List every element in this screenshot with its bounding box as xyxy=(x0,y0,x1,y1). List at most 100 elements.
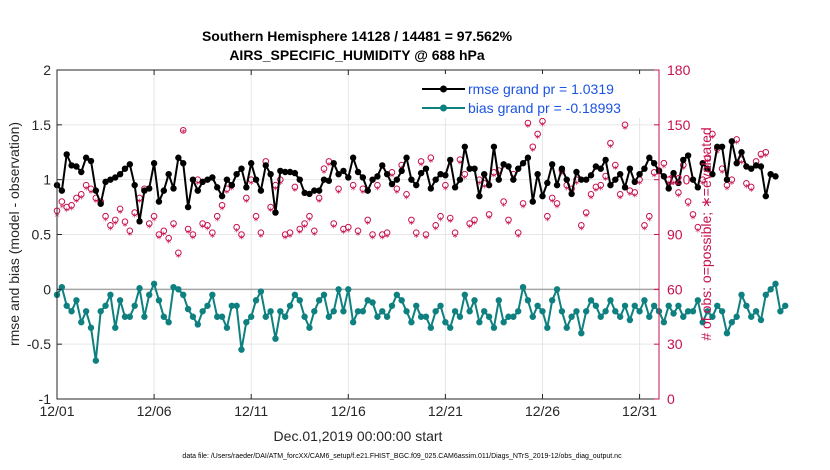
obs-evaluated-point: * xyxy=(195,179,200,190)
obs-evaluated-point: * xyxy=(200,223,205,234)
bias-point xyxy=(116,297,124,304)
bias-point xyxy=(199,308,206,315)
obs-evaluated-point: * xyxy=(690,214,695,225)
bias-point xyxy=(160,313,168,320)
obs-evaluated-point: * xyxy=(84,185,89,196)
obs-evaluated-point: * xyxy=(307,216,312,227)
rmse-point xyxy=(194,187,201,194)
rmse-point xyxy=(524,154,532,161)
rmse-point xyxy=(621,184,629,191)
obs-possible-point xyxy=(446,214,454,222)
obs-evaluated-point: * xyxy=(380,234,385,245)
rmse-point xyxy=(359,174,367,181)
obs-evaluated-point: * xyxy=(210,232,215,243)
rmse-point xyxy=(92,187,100,194)
bias-point xyxy=(762,291,770,299)
obs-possible-point xyxy=(548,194,556,202)
bias-point xyxy=(296,297,303,304)
rmse-point xyxy=(252,176,260,183)
obs-evaluated-point: * xyxy=(584,212,589,223)
bias-point xyxy=(209,291,216,299)
bias-point xyxy=(456,313,464,320)
obs-evaluated-point: * xyxy=(331,223,336,234)
rmse-point xyxy=(602,156,609,164)
rmse-point xyxy=(388,180,396,188)
rmse-point xyxy=(466,165,473,172)
bias-point xyxy=(155,297,163,304)
x-tick-label: 12/11 xyxy=(234,403,268,419)
bias-point xyxy=(616,313,624,320)
rmse-point xyxy=(218,192,226,200)
bias-point xyxy=(165,319,172,326)
obs-possible-point xyxy=(451,229,459,236)
obs-evaluated-point: * xyxy=(676,192,681,203)
obs-evaluated-point: * xyxy=(132,212,137,223)
obs-evaluated-point: * xyxy=(365,220,370,231)
bias-point xyxy=(607,297,614,304)
rmse-point xyxy=(417,169,425,177)
x-tick-label: 12/26 xyxy=(525,403,560,419)
obs-possible-point xyxy=(218,201,226,209)
bias-point xyxy=(578,330,585,337)
obs-possible-point xyxy=(408,216,415,224)
bias-point xyxy=(631,302,638,309)
obs-evaluated-point: * xyxy=(254,216,259,227)
obs-possible-point xyxy=(471,216,478,224)
obs-evaluated-point: * xyxy=(652,172,657,183)
rmse-point xyxy=(170,185,177,192)
rmse-point xyxy=(73,163,80,170)
bias-point xyxy=(500,319,507,326)
bias-point xyxy=(510,313,517,320)
legend-rmse-marker xyxy=(440,85,447,93)
obs-possible-point xyxy=(412,229,420,236)
bias-point xyxy=(107,291,114,299)
rmse-point xyxy=(116,170,124,178)
obs-possible-point xyxy=(77,190,85,198)
rmse-point xyxy=(636,170,643,178)
rmse-point xyxy=(646,154,653,161)
obs-possible-point xyxy=(709,130,716,138)
obs-evaluated-point: * xyxy=(564,185,569,196)
bias-point xyxy=(777,308,784,315)
rmse-point xyxy=(442,172,449,179)
obs-evaluated-point: * xyxy=(351,185,356,196)
bias-point xyxy=(636,308,643,315)
obs-possible-point xyxy=(544,212,551,220)
bias-point xyxy=(223,324,231,331)
bias-point xyxy=(335,286,342,293)
bias-point xyxy=(301,313,308,320)
bias-point xyxy=(121,313,129,320)
rmse-point xyxy=(612,176,619,183)
rmse-point xyxy=(82,154,90,161)
obs-evaluated-point: * xyxy=(59,203,64,214)
obs-evaluated-point: * xyxy=(122,221,127,232)
rmse-point xyxy=(141,187,148,194)
bias-point xyxy=(281,313,289,320)
obs-evaluated-point: * xyxy=(414,232,419,243)
obs-evaluated-point: * xyxy=(258,232,263,243)
rmse-point xyxy=(626,165,634,172)
bias-point xyxy=(311,308,318,315)
obs-evaluated-series: ** * ** ** **** ********** ****** *** ***** *****… xyxy=(55,121,769,264)
bias-point xyxy=(408,319,415,326)
obs-evaluated-point: * xyxy=(64,207,69,218)
obs-evaluated-point: * xyxy=(695,227,700,238)
obs-possible-point xyxy=(393,185,401,193)
obs-possible-point xyxy=(403,190,410,198)
bias-point xyxy=(277,308,284,315)
bias-point xyxy=(621,302,629,309)
rmse-point xyxy=(63,151,70,158)
bias-point xyxy=(476,319,483,326)
bias-point xyxy=(252,297,260,304)
y2-tick-label: 90 xyxy=(667,227,683,243)
rmse-point xyxy=(262,162,269,169)
rmse-point xyxy=(680,156,687,164)
rmse-point xyxy=(573,168,580,176)
obs-evaluated-point: * xyxy=(593,187,598,198)
bias-point xyxy=(141,313,148,320)
obs-possible-point xyxy=(267,203,274,211)
bias-point xyxy=(102,302,109,309)
bias-point xyxy=(563,324,570,331)
bias-point xyxy=(553,286,561,293)
obs-possible-point xyxy=(291,183,299,191)
